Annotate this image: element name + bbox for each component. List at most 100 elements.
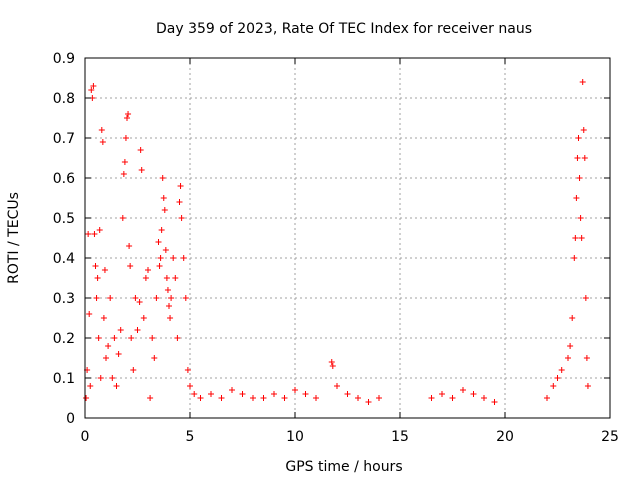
data-point: [161, 207, 168, 213]
data-point: [163, 275, 170, 281]
data-point: [164, 287, 171, 293]
data-point: [208, 391, 214, 397]
data-point: [578, 235, 585, 241]
data-point: [168, 295, 175, 301]
x-axis-label: GPS time / hours: [285, 459, 402, 475]
data-point: [550, 383, 557, 389]
data-point: [115, 351, 122, 357]
data-point: [581, 155, 588, 161]
data-point: [180, 255, 187, 261]
data-point: [117, 327, 124, 333]
y-tick-label: 0.5: [53, 211, 75, 227]
data-point: [120, 171, 127, 177]
data-point: [187, 383, 193, 389]
data-point: [292, 387, 298, 393]
axis-ticks: [84, 57, 611, 419]
data-point: [91, 231, 98, 237]
data-point: [580, 127, 587, 133]
data-point: [137, 147, 144, 153]
data-point: [93, 295, 100, 301]
data-point: [107, 295, 114, 301]
data-point: [365, 399, 372, 405]
y-tick-label: 0.4: [53, 251, 75, 267]
data-point: [160, 195, 167, 201]
chart-title: Day 359 of 2023, Rate Of TEC Index for r…: [156, 21, 532, 37]
data-point: [302, 391, 309, 397]
data-point: [569, 315, 576, 321]
data-point: [229, 387, 235, 393]
data-point: [176, 199, 183, 205]
data-point: [159, 175, 166, 181]
data-point: [151, 355, 158, 361]
data-point: [197, 395, 204, 401]
data-point: [428, 395, 435, 401]
data-point: [126, 243, 133, 249]
data-point: [460, 387, 466, 393]
data-point: [260, 395, 267, 401]
data-point: [575, 135, 582, 141]
data-point: [449, 395, 456, 401]
y-tick-label: 0.8: [53, 91, 75, 107]
data-point: [113, 383, 120, 389]
data-point: [281, 395, 288, 401]
data-point: [328, 359, 335, 365]
data-point: [134, 327, 141, 333]
data-point: [145, 267, 151, 273]
data-point: [128, 335, 135, 341]
y-axis-label: ROTI / TECUs: [6, 192, 22, 284]
x-tick-label: 0: [81, 429, 90, 445]
data-point: [250, 395, 256, 401]
data-point: [127, 263, 134, 269]
data-point: [572, 235, 579, 241]
data-point: [85, 231, 92, 237]
data-point: [172, 275, 179, 281]
data-point: [90, 83, 97, 89]
data-point: [157, 255, 164, 261]
y-tick-label: 0.1: [53, 371, 75, 387]
x-tick-label: 20: [496, 429, 514, 445]
data-point: [121, 159, 128, 165]
grid-lines: [85, 58, 610, 418]
data-point: [544, 395, 550, 401]
data-point: [130, 367, 137, 373]
data-point: [574, 155, 581, 161]
data-points: [83, 79, 591, 405]
data-point: [111, 335, 118, 341]
y-tick-label: 0: [66, 411, 75, 427]
data-point: [334, 383, 340, 389]
data-point: [583, 355, 590, 361]
data-point: [99, 139, 106, 145]
data-point: [158, 227, 165, 233]
data-point: [122, 135, 129, 141]
data-point: [313, 395, 319, 401]
data-point: [178, 215, 185, 221]
data-point: [103, 355, 109, 361]
data-point: [177, 183, 184, 189]
data-point: [184, 367, 191, 373]
y-tick-label: 0.9: [53, 51, 75, 67]
data-point: [156, 263, 163, 269]
data-point: [170, 255, 177, 261]
data-point: [174, 335, 181, 341]
data-point: [491, 399, 498, 405]
data-point: [439, 391, 445, 397]
data-point: [571, 255, 578, 261]
data-point: [94, 275, 101, 281]
y-tick-label: 0.6: [53, 171, 75, 187]
data-point: [344, 391, 351, 397]
data-point: [558, 367, 565, 373]
data-point: [567, 343, 574, 349]
data-point: [86, 311, 93, 317]
data-point: [166, 303, 172, 309]
data-point: [88, 87, 95, 93]
data-point: [149, 335, 156, 341]
data-point: [140, 315, 147, 321]
data-point: [376, 395, 382, 401]
data-point: [147, 395, 154, 401]
data-point: [470, 391, 477, 397]
data-point: [576, 175, 583, 181]
data-point: [565, 355, 571, 361]
plot-frame: [84, 57, 611, 419]
data-point: [97, 375, 104, 381]
